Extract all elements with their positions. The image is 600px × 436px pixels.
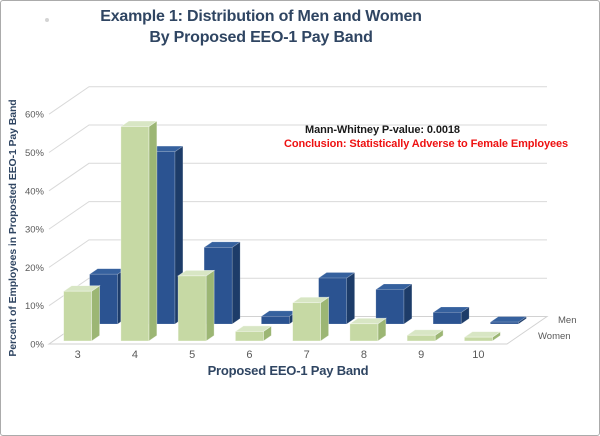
gridline	[48, 124, 547, 153]
bar-women-band-5	[177, 275, 207, 342]
annotation-conclusion: Conclusion: Statistically Adverse to Fem…	[284, 138, 569, 150]
bar-side-women-band-3	[91, 285, 100, 342]
annotation-block: Mann-Whitney P-value: 0.0018 Conclusion:…	[284, 123, 568, 151]
x-tick-label: 7	[304, 349, 310, 361]
bar-women-band-7	[292, 302, 321, 342]
x-tick-label: 10	[472, 349, 484, 361]
y-tick-label: 50%	[25, 148, 45, 159]
bar-women-band-4	[120, 126, 150, 342]
bar-women-band-6	[235, 331, 264, 342]
bar-men-band-9	[432, 312, 462, 325]
x-tick-label: 4	[132, 349, 138, 361]
bar-women-band-3	[63, 290, 92, 342]
gridline	[48, 277, 547, 307]
series-axis-label-men: Men	[558, 315, 577, 326]
gridline	[48, 201, 547, 230]
annotation-pvalue: Mann-Whitney P-value: 0.0018	[305, 124, 460, 136]
bar-side-women-band-7	[320, 296, 329, 342]
y-tick-label: 30%	[25, 225, 45, 236]
x-tick-label: 6	[246, 349, 252, 361]
bar-side-women-band-4	[148, 120, 158, 342]
x-tick-label: 9	[418, 349, 424, 361]
gridline	[48, 86, 547, 115]
bar-men-band-10	[490, 321, 519, 325]
y-tick-label: 0%	[30, 340, 44, 351]
chart-title-line2: By Proposed EEO-1 Pay Band	[149, 29, 373, 46]
bar-women-band-10	[464, 336, 493, 342]
y-tick-label: 40%	[25, 186, 45, 197]
chart-title: Example 1: Distribution of Men and Women…	[1, 6, 521, 48]
gridline	[48, 239, 547, 268]
y-tick-label: 20%	[25, 263, 45, 274]
y-axis-title: Percent of Employees in Proposted EEO-1 …	[7, 99, 19, 357]
bar-side-men-band-8	[403, 283, 413, 325]
x-tick-label: 8	[361, 349, 367, 361]
series-axis-label-women: Women	[538, 331, 571, 342]
bar-women-band-9	[406, 334, 436, 342]
bar-side-men-band-5	[231, 241, 241, 325]
bar-men-band-6	[261, 315, 290, 325]
gridline	[48, 162, 547, 192]
y-tick-label: 60%	[25, 110, 45, 121]
artifact-dot	[45, 18, 49, 22]
x-axis-title: Proposed EEO-1 Pay Band	[207, 363, 369, 378]
bar-women-band-8	[349, 323, 379, 342]
x-tick-label: 3	[75, 349, 81, 361]
chart-title-line1: Example 1: Distribution of Men and Women	[100, 8, 422, 25]
bar-side-men-band-7	[346, 271, 355, 325]
x-tick-label: 5	[189, 349, 195, 361]
bar-side-women-band-5	[205, 269, 215, 342]
y-tick-label: 10%	[25, 301, 45, 312]
